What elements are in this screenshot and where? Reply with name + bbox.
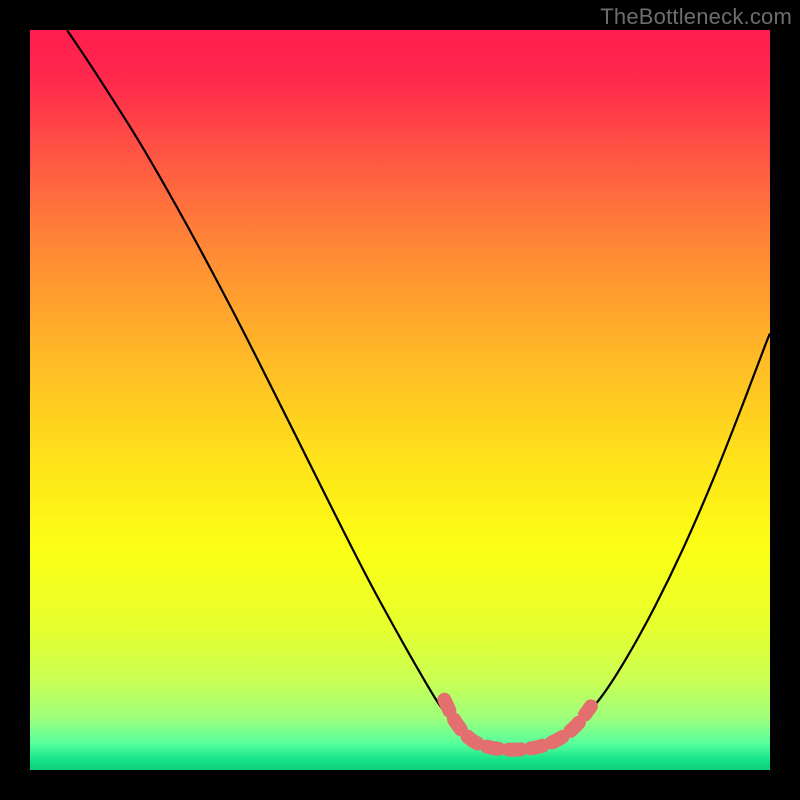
watermark-text: TheBottleneck.com (600, 4, 792, 30)
plot-background (30, 30, 770, 770)
bottleneck-chart (0, 0, 800, 800)
